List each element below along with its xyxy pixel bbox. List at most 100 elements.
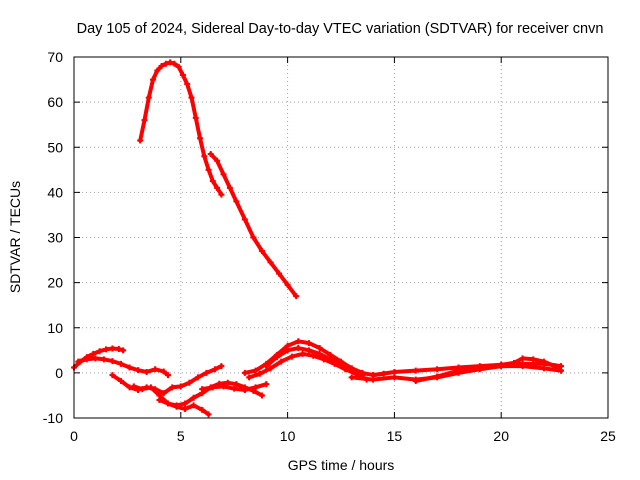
data-point [158,63,165,70]
data-point [154,67,161,74]
data-point [278,358,285,365]
data-point [327,356,334,363]
data-point [109,372,116,379]
data-point [316,345,323,352]
series-arc-high-1 [137,59,225,198]
data-point [295,345,302,352]
data-point [182,405,189,412]
data-point [370,372,377,379]
data-point [412,367,419,374]
y-tick-label: 70 [47,49,63,65]
data-point [211,366,218,373]
data-point [288,353,295,360]
data-point [338,360,344,367]
series-arc-low-3 [109,363,225,397]
data-point [511,359,518,366]
y-tick-label: -10 [43,410,63,426]
data-point [117,377,124,384]
data-point [197,135,204,142]
data-point [182,400,189,407]
y-tick-label: 0 [55,365,63,381]
data-point [167,59,174,66]
y-tick-label: 10 [47,320,63,336]
x-tick-label: 0 [70,428,78,444]
data-point [519,355,526,362]
data-point [316,350,323,357]
data-point [126,364,133,371]
data-point [92,355,99,362]
x-tick-label: 10 [280,428,296,444]
data-point [220,171,227,178]
data-point [201,153,208,160]
data-point [263,363,270,370]
data-point [115,345,122,352]
data-point [218,191,225,198]
data-point [117,360,124,367]
data-point [171,60,178,67]
data-point [179,72,186,79]
y-tick-label: 40 [47,184,63,200]
data-point [190,394,197,401]
series-line [208,152,299,299]
data-point [100,356,107,363]
data-point [109,345,116,352]
data-point [530,356,537,363]
data-point [293,293,300,300]
y-tick-label: 60 [47,94,63,110]
data-point [130,383,137,390]
data-point [258,248,265,255]
data-point [192,114,199,121]
x-tick-label: 5 [177,428,185,444]
data-point [147,384,154,391]
data-point [218,363,225,370]
data-point [241,216,248,223]
data-point [558,367,565,374]
data-point [267,259,274,266]
series-line [131,384,211,417]
data-point [348,374,355,381]
y-tick-label: 50 [47,139,63,155]
data-point [252,367,259,374]
series-line [264,346,365,378]
data-point [162,60,169,67]
data-point [150,76,157,83]
data-point [252,384,259,391]
data-point [207,151,214,158]
data-point [177,383,184,390]
data-point [273,354,280,361]
data-point [190,402,197,409]
data-point [199,406,206,413]
series-arc-low-12 [412,355,565,384]
data-point [299,350,306,357]
data-point [233,198,240,205]
data-point [258,392,265,399]
data-point [135,367,142,374]
series-arc-low-6 [199,381,270,394]
data-point [305,340,312,347]
x-axis-title: GPS time / hours [288,457,395,473]
data-point [498,361,505,368]
data-point [455,367,462,374]
y-axis-title: SDTVAR / TECUs [7,181,23,293]
data-point [164,400,171,407]
y-tick-label: 20 [47,275,63,291]
data-point [199,386,206,393]
data-point [120,347,127,354]
data-point [109,358,116,365]
data-point [226,184,233,191]
data-point [209,384,216,391]
data-point [231,385,238,392]
series-line [371,361,563,378]
data-point [241,387,248,394]
data-point [90,350,97,357]
data-point [75,358,82,365]
data-point [188,94,195,101]
data-point [412,377,419,384]
data-point [160,368,167,375]
data-point [184,81,191,88]
data-point [214,157,221,164]
data-point [233,381,240,388]
data-point [203,369,210,376]
data-point [209,178,216,185]
data-point [141,117,148,124]
